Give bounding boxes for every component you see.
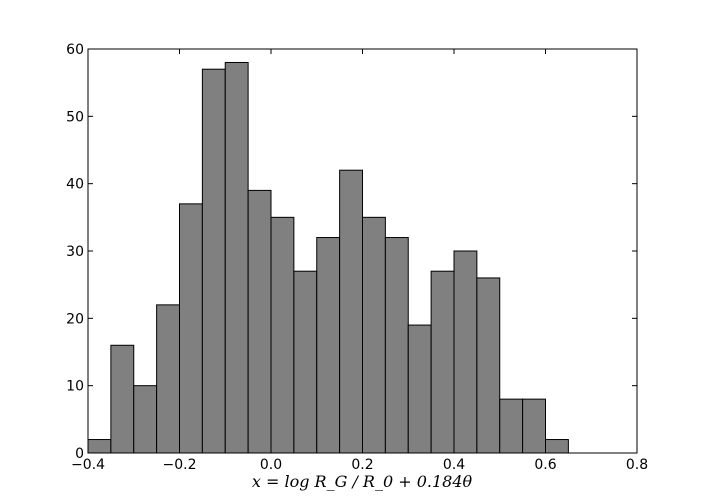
bar xyxy=(430,270,455,454)
bar xyxy=(476,277,501,454)
bar xyxy=(201,68,226,454)
bar xyxy=(87,439,112,454)
x-axis-label: x = log R_G / R_0 + 0.184θ xyxy=(252,472,473,491)
bar xyxy=(247,189,272,454)
bar xyxy=(179,203,203,454)
bar xyxy=(362,216,386,454)
y-tick-label: 60 xyxy=(66,42,84,58)
x-tick-label: 0.2 xyxy=(351,457,373,473)
y-tick-label: 40 xyxy=(66,177,84,193)
x-tick-label: −0.4 xyxy=(71,457,105,473)
bar xyxy=(407,324,432,454)
bar xyxy=(545,439,569,454)
bar xyxy=(522,398,546,454)
bar xyxy=(110,344,135,454)
bar xyxy=(384,237,409,454)
bar xyxy=(133,385,158,454)
x-tick-label: 0.8 xyxy=(626,457,648,473)
bar xyxy=(224,61,249,454)
bar xyxy=(293,270,318,454)
y-tick-label: 0 xyxy=(75,446,84,462)
bar xyxy=(316,237,341,454)
x-tick-label: 0.0 xyxy=(260,457,282,473)
bar xyxy=(156,304,180,454)
y-tick-label: 50 xyxy=(66,109,84,125)
x-tick-label: −0.2 xyxy=(163,457,197,473)
x-tick-label: 0.4 xyxy=(443,457,465,473)
bar xyxy=(453,250,478,454)
bar xyxy=(499,398,524,454)
bar xyxy=(270,216,295,454)
y-tick-label: 30 xyxy=(66,244,84,260)
x-tick-label: 0.6 xyxy=(534,457,556,473)
y-tick-label: 20 xyxy=(66,311,84,327)
y-tick-label: 10 xyxy=(66,379,84,395)
bar xyxy=(339,169,363,454)
